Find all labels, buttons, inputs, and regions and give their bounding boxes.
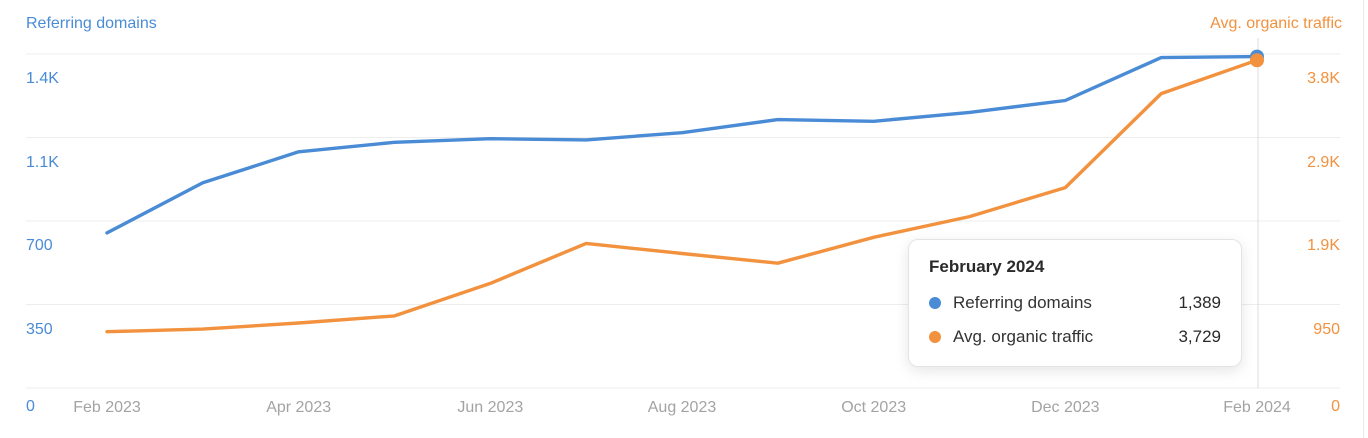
tooltip-row-value: 3,729	[1178, 327, 1221, 346]
left-axis-series-title: Referring domains	[26, 15, 157, 32]
orange-series-line	[105, 58, 1259, 334]
panel-right-divider	[1363, 0, 1364, 438]
right-axis-series-title: Avg. organic traffic	[1210, 15, 1342, 32]
x-axis-label: Apr 2023	[266, 399, 332, 416]
tooltip-row-referring-domains: Referring domains 1,389	[929, 291, 1221, 314]
y-axis-label-left: 700	[26, 237, 53, 254]
x-axis-label: Feb 2024	[1223, 399, 1291, 416]
y-axis-label-right: 0	[1331, 398, 1340, 415]
chart-tooltip: February 2024 Referring domains 1,389 Av…	[908, 239, 1242, 367]
tooltip-row-label: Avg. organic traffic	[953, 327, 1094, 346]
blue-series-line	[105, 54, 1259, 235]
blue-series-dot-icon	[929, 296, 941, 309]
y-axis-label-left: 1.4K	[26, 70, 59, 87]
tooltip-row-avg-organic-traffic: Avg. organic traffic 3,729	[929, 325, 1221, 348]
x-axis-label: Dec 2023	[1031, 399, 1100, 416]
orange-series-endpoint-dot[interactable]	[1250, 53, 1264, 68]
orange-series-dot-icon	[929, 330, 941, 343]
x-axis-label: Jun 2023	[457, 399, 524, 416]
y-axis-label-right: 2.9K	[1307, 153, 1340, 171]
tooltip-row-label: Referring domains	[953, 293, 1092, 312]
y-axis-label-left: 0	[26, 398, 35, 415]
y-axis-label-right: 3.8K	[1307, 70, 1340, 87]
tooltip-row-value: 1,389	[1178, 293, 1221, 312]
x-axis-label: Oct 2023	[841, 399, 907, 416]
y-axis-label-right: 1.9K	[1307, 237, 1340, 254]
y-axis-label-right: 950	[1313, 320, 1340, 338]
y-axis-label-left: 350	[26, 320, 53, 338]
x-axis-label: Aug 2023	[647, 399, 717, 416]
y-axis-label-left: 1.1K	[26, 153, 59, 171]
x-axis-label: Feb 2023	[73, 399, 141, 416]
tooltip-title: February 2024	[929, 257, 1045, 276]
